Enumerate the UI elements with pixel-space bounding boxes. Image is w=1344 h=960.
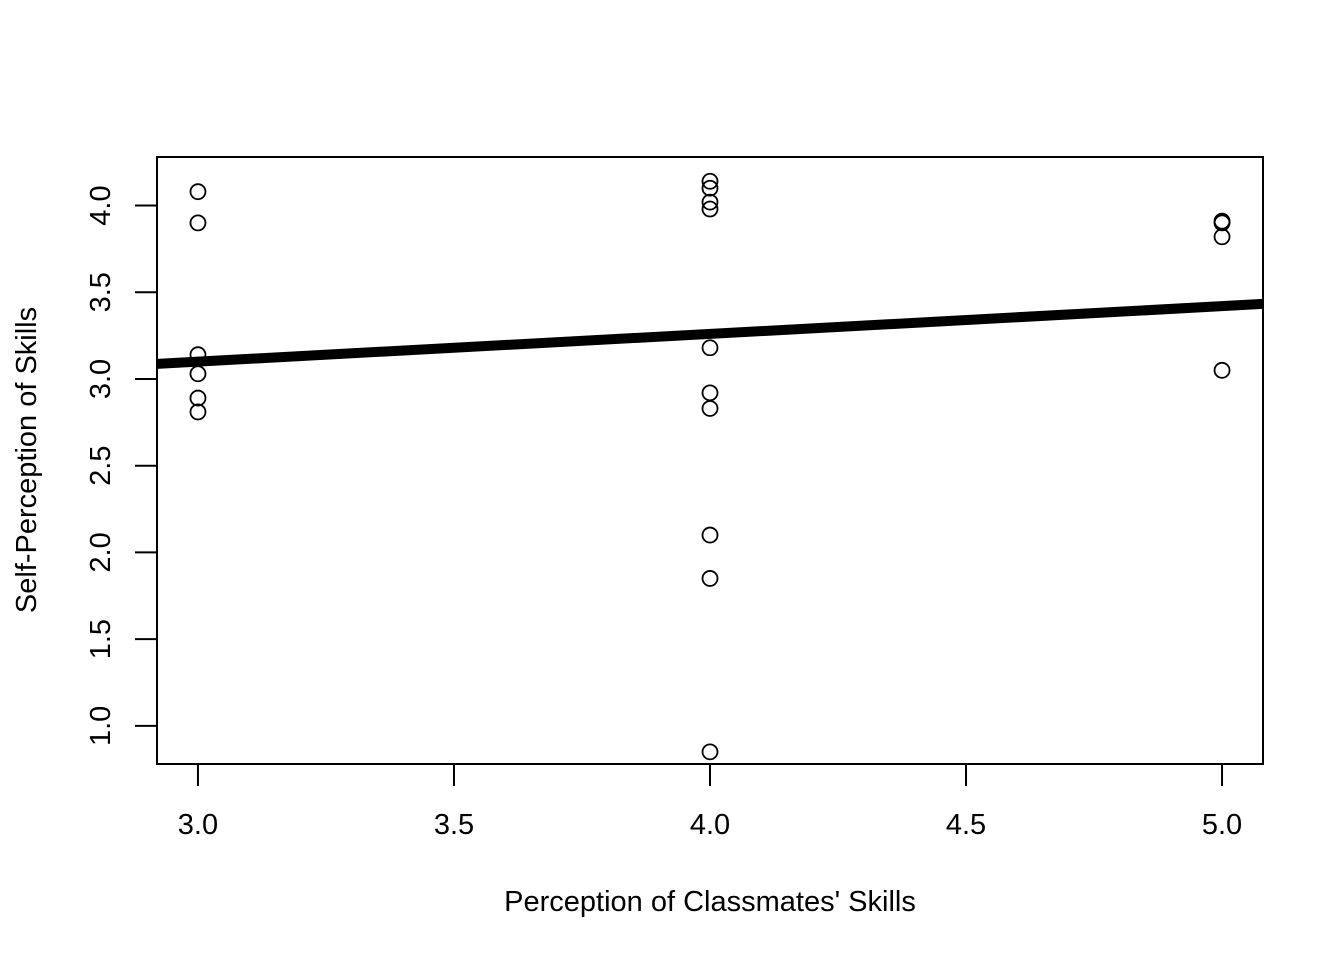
data-point (189, 403, 207, 421)
data-point (701, 570, 719, 587)
data-point (701, 193, 719, 211)
y-tick-label: 4.0 (85, 185, 117, 225)
y-tick-label: 1.0 (85, 706, 117, 746)
data-point (701, 339, 719, 357)
data-point (701, 743, 719, 761)
data-point (701, 200, 719, 218)
x-tick-label: 4.0 (690, 809, 730, 841)
data-point (189, 389, 207, 407)
data-point (189, 365, 207, 383)
data-point (1213, 361, 1231, 379)
y-tick-label: 1.5 (85, 619, 117, 659)
data-point (701, 172, 719, 190)
regression-line (157, 298, 1263, 369)
fit-layer (157, 298, 1263, 369)
y-axis-label: Self-Perception of Skills (11, 307, 43, 613)
x-axis: 3.0 3.5 4.0 4.5 5.0 (178, 763, 1242, 841)
y-tick-label: 3.0 (85, 359, 117, 399)
data-point (189, 214, 207, 232)
y-tick-label: 2.0 (85, 532, 117, 572)
x-tick-label: 4.5 (946, 809, 986, 841)
data-point (1213, 228, 1231, 246)
x-tick-label: 3.0 (178, 809, 218, 841)
y-tick-label: 2.5 (85, 446, 117, 486)
points-layer (189, 172, 1231, 761)
y-axis: 1.0 1.5 2.0 2.5 3.0 3.5 4.0 (85, 185, 158, 746)
data-point (701, 179, 719, 197)
data-point (701, 384, 719, 402)
data-point (701, 526, 719, 544)
y-tick-label: 3.5 (85, 272, 117, 312)
data-point (1213, 214, 1231, 232)
plot-frame (156, 156, 1264, 765)
x-axis-label: Perception of Classmates' Skills (504, 886, 916, 918)
x-tick-label: 3.5 (434, 809, 474, 841)
data-point (189, 183, 207, 201)
x-tick-label: 5.0 (1202, 809, 1242, 841)
data-point (701, 400, 719, 417)
data-point (189, 346, 207, 364)
